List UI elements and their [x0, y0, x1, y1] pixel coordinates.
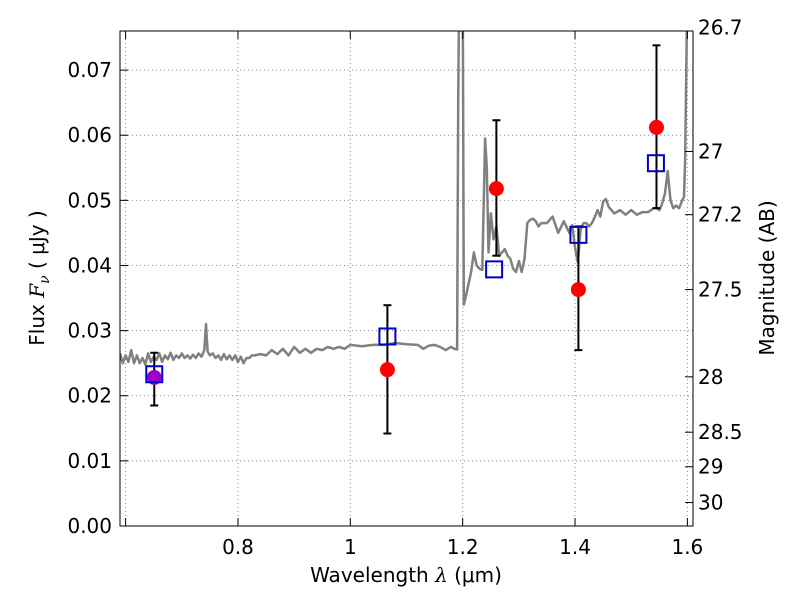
observed-point: [488, 181, 504, 197]
model-points: [145, 154, 665, 384]
y-tick-label: 0.04: [67, 253, 112, 277]
y2-axis-ticks: 26.7 27 27.2 27.5 28 28.5 29 30: [685, 16, 743, 515]
y2-tick-label: 29: [698, 455, 723, 479]
x-tick-label: 1.6: [671, 535, 703, 559]
y-tick-label: 0.01: [67, 449, 112, 473]
model-point: [646, 154, 665, 173]
y2-tick-label: 27.2: [698, 203, 743, 227]
y-tick-label: 0.06: [67, 123, 112, 147]
y-axis-title: Flux Fν ( μJy ): [25, 210, 53, 345]
y2-axis-title: Magnitude (AB): [755, 200, 779, 355]
x-axis-ticks: 0.8 1 1.2 1.4 1.6: [125, 31, 703, 559]
y-axis-ticks: 0.00 0.01 0.02 0.03 0.04 0.05 0.06 0.07: [67, 58, 128, 538]
y2-tick-label: 27.5: [698, 278, 743, 302]
x-tick-label: 1.4: [559, 535, 591, 559]
model-point: [145, 365, 164, 384]
y2-tick-label: 27: [698, 139, 723, 163]
observed-point: [570, 282, 586, 298]
model-point: [485, 260, 504, 279]
error-bars: [150, 44, 661, 435]
spectrum-line: [120, 31, 688, 366]
plot-frame: [119, 30, 694, 527]
observed-point: [648, 119, 664, 135]
y-tick-label: 0.07: [67, 58, 112, 82]
observed-point: [379, 362, 395, 378]
y-tick-label: 0.03: [67, 319, 112, 343]
y2-tick-label: 26.7: [698, 16, 743, 40]
y2-tick-label: 28: [698, 365, 723, 389]
model-point: [378, 327, 397, 346]
x-tick-label: 1.2: [447, 535, 479, 559]
model-point: [569, 225, 588, 244]
x-tick-label: 0.8: [222, 535, 254, 559]
y2-tick-label: 28.5: [698, 420, 743, 444]
y2-tick-label: 30: [698, 491, 723, 515]
y-tick-label: 0.05: [67, 188, 112, 212]
x-axis-title: Wavelength λ (μm): [310, 563, 502, 587]
x-tick-label: 1: [344, 535, 357, 559]
y-tick-label: 0.00: [67, 514, 112, 538]
y-tick-label: 0.02: [67, 384, 112, 408]
grid: [120, 31, 693, 527]
